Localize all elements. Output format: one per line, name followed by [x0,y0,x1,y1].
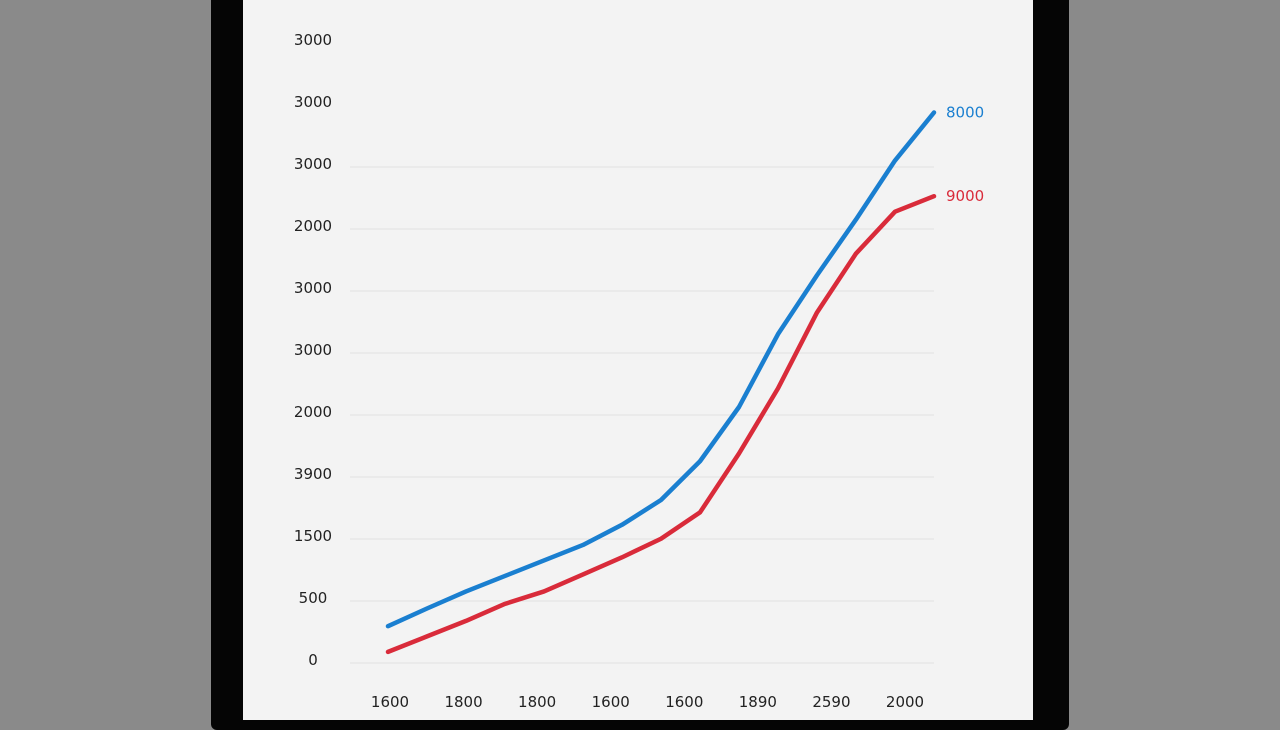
y-tick-label: 3000 [294,279,332,297]
x-axis-ticks: 1600 1800 1800 1600 1600 1890 2590 2000 [371,693,924,711]
x-tick-label: 1600 [592,693,630,711]
grid-lines [350,166,934,664]
series-end-labels: 8000 9000 [946,104,984,206]
y-tick-label: 1500 [294,527,332,545]
y-axis-ticks: 3000 3000 3000 2000 3000 3000 2000 3900 1500 500 0 [294,31,332,669]
y-tick-label: 2000 [294,217,332,235]
series-end-label-2: 9000 [946,187,984,205]
x-tick-label: 2590 [812,693,850,711]
x-tick-label: 1890 [739,693,777,711]
y-tick-label: 3900 [294,465,332,483]
chart-screen [243,0,1033,720]
series-end-label-1: 8000 [946,104,984,122]
series-line-2 [385,193,937,655]
y-tick-label: 3000 [294,155,332,173]
y-tick-label: 0 [308,651,318,669]
y-tick-label: 500 [299,589,328,607]
series-line-1 [385,110,937,629]
x-tick-label: 1600 [371,693,409,711]
y-tick-label: 2000 [294,403,332,421]
x-tick-label: 2000 [886,693,924,711]
x-tick-label: 1600 [665,693,703,711]
y-tick-label: 3000 [294,31,332,49]
x-tick-label: 1800 [444,693,482,711]
series-lines [385,110,937,655]
x-tick-label: 1800 [518,693,556,711]
y-tick-label: 3000 [294,341,332,359]
y-tick-label: 3000 [294,93,332,111]
